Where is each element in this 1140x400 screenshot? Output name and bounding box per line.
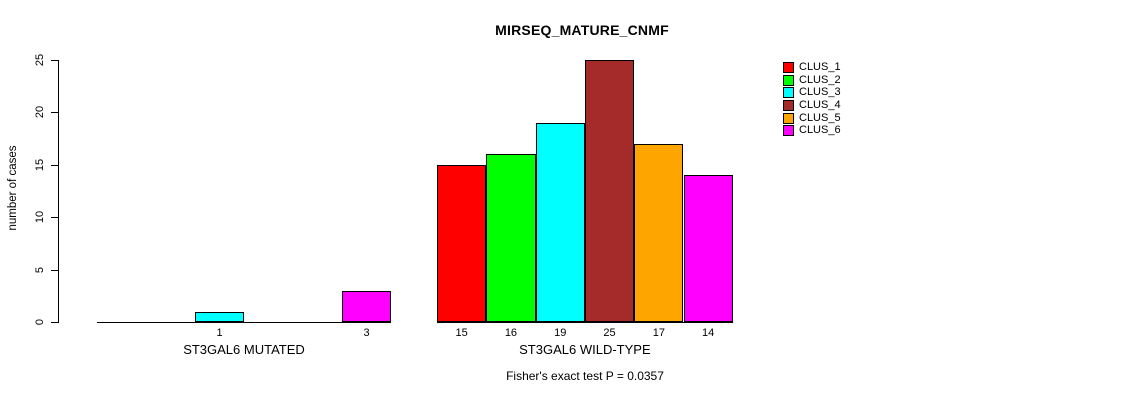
chart-title: MIRSEQ_MATURE_CNMF	[495, 22, 669, 38]
bar-value-label-CLUS_3-group-1: 1	[216, 327, 223, 339]
legend-label-CLUS_1: CLUS_1	[799, 60, 841, 73]
bar-CLUS_3-group-1	[195, 312, 244, 322]
legend-item-CLUS_3: CLUS_3	[783, 86, 841, 99]
x-axis-baseline-group-2	[437, 322, 733, 323]
legend-label-CLUS_3: CLUS_3	[799, 86, 841, 99]
bar-CLUS_1-group-2	[437, 165, 487, 322]
legend-item-CLUS_2: CLUS_2	[783, 74, 841, 87]
bar-CLUS_6-group-2	[683, 175, 733, 322]
bar-value-label-CLUS_3-group-2: 19	[554, 327, 567, 339]
y-tick-5	[51, 269, 58, 271]
legend-swatch-CLUS_6	[783, 125, 794, 137]
legend-swatch-CLUS_4	[783, 99, 794, 111]
bar-CLUS_5-group-2	[634, 144, 684, 322]
bar-value-label-CLUS_4-group-2: 25	[603, 327, 616, 339]
legend-swatch-CLUS_2	[783, 74, 794, 86]
y-tick-0	[51, 322, 58, 323]
legend-item-CLUS_6: CLUS_6	[783, 124, 841, 137]
y-axis	[58, 60, 59, 323]
legend-item-CLUS_4: CLUS_4	[783, 99, 841, 112]
bar-value-label-CLUS_6-group-2: 14	[702, 327, 715, 339]
legend-label-CLUS_2: CLUS_2	[799, 73, 841, 86]
bar-CLUS_4-group-2	[584, 60, 635, 322]
bar-value-label-CLUS_2-group-2: 16	[504, 327, 518, 339]
bar-CLUS_2-group-2	[486, 154, 536, 322]
bar-value-label-CLUS_6-group-1: 3	[363, 327, 370, 339]
bar-CLUS_6-group-1	[342, 291, 391, 322]
y-tick-25	[51, 60, 58, 61]
fisher-test-caption: Fisher's exact test P = 0.0357	[506, 369, 664, 383]
y-tick-label-0: 0	[34, 318, 46, 326]
y-tick-label-5: 5	[34, 266, 46, 273]
legend-label-CLUS_5: CLUS_5	[799, 111, 841, 124]
x-axis-baseline-group-1	[97, 322, 391, 323]
y-tick-20	[51, 112, 58, 114]
y-tick-15	[51, 164, 58, 166]
legend-label-CLUS_4: CLUS_4	[799, 98, 841, 111]
legend-swatch-CLUS_1	[783, 61, 794, 73]
y-tick-label-20: 20	[34, 106, 46, 119]
group-label-1: ST3GAL6 MUTATED	[183, 342, 305, 357]
bar-value-label-CLUS_5-group-2: 17	[652, 327, 665, 339]
bar-value-label-CLUS_1-group-2: 15	[455, 327, 468, 339]
legend: CLUS_1 CLUS_2 CLUS_3 CLUS_4 CLUS_5 CLUS_6	[783, 61, 841, 137]
legend-item-CLUS_1: CLUS_1	[783, 61, 841, 74]
y-tick-label-10: 10	[34, 211, 46, 224]
legend-label-CLUS_6: CLUS_6	[799, 124, 841, 137]
y-axis-label: number of cases	[7, 145, 19, 231]
y-tick-label-25: 25	[34, 53, 46, 67]
y-tick-10	[51, 217, 58, 219]
legend-swatch-CLUS_3	[783, 87, 794, 99]
y-tick-label-15: 15	[34, 158, 46, 171]
legend-swatch-CLUS_5	[783, 112, 794, 124]
bar-CLUS_3-group-2	[535, 123, 585, 322]
legend-item-CLUS_5: CLUS_5	[783, 112, 841, 125]
group-label-2: ST3GAL6 WILD-TYPE	[519, 342, 651, 357]
